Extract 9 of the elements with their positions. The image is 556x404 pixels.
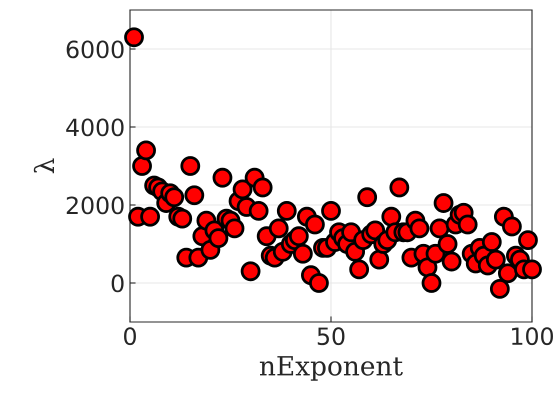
y-tick-label: 6000	[66, 40, 124, 58]
y-tick-label: 0	[112, 274, 124, 292]
y-axis-title: λ	[34, 158, 54, 174]
y-tick-label: 2000	[66, 196, 124, 214]
x-tick-label: 0	[124, 327, 136, 346]
x-tick-label: 50	[318, 327, 344, 346]
x-tick-label: 100	[512, 327, 553, 346]
x-axis-title: nExponent	[260, 356, 403, 381]
y-tick-label: 4000	[66, 118, 124, 136]
